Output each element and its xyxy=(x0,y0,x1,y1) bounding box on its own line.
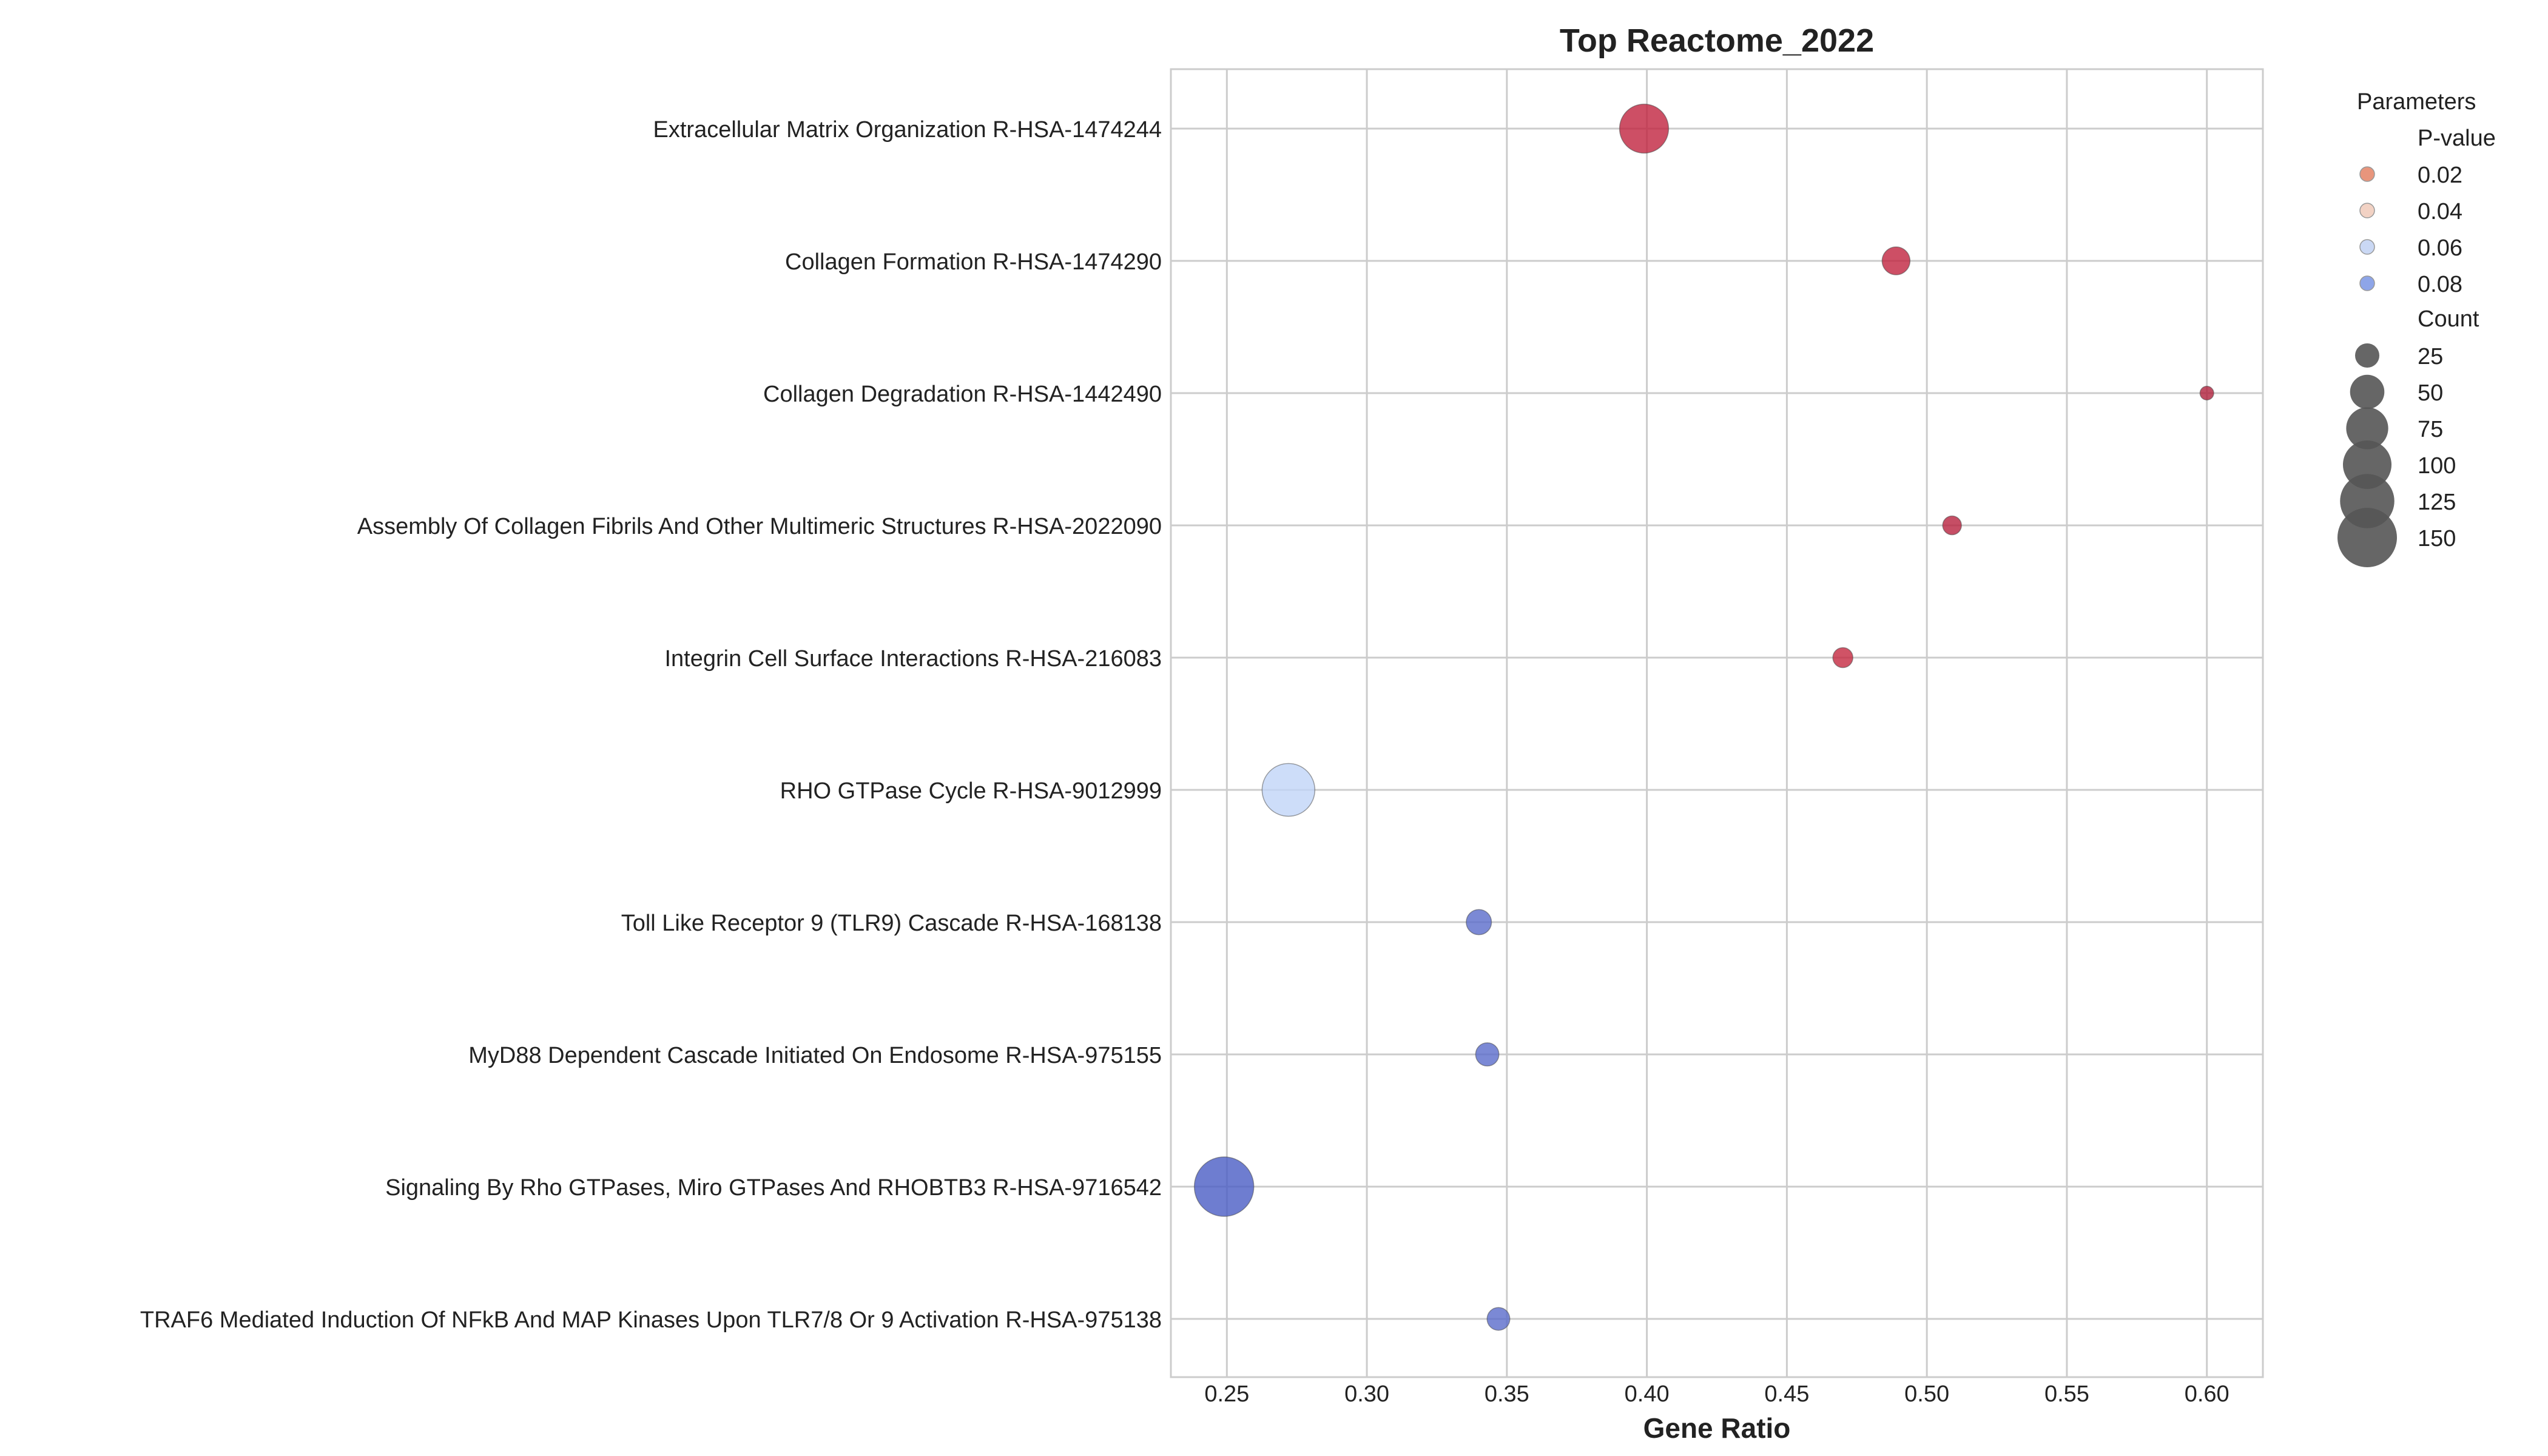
legend-size-marker xyxy=(2337,508,2397,567)
data-points xyxy=(1193,103,2214,1331)
legend: Parameters P-value 0.02 0.04 0.06 0.08 Coun… xyxy=(2337,89,2496,567)
x-tick-label: 0.40 xyxy=(1625,1381,1670,1407)
legend-size-marker xyxy=(2346,407,2388,450)
x-axis-label: Gene Ratio xyxy=(1643,1412,1791,1444)
legend-color-label: 0.08 xyxy=(2418,272,2462,297)
y-tick-label: TRAF6 Mediated Induction Of NFkB And MAP… xyxy=(140,1307,1162,1333)
legend-color-entries: 0.02 0.04 0.06 0.08 xyxy=(2359,163,2462,297)
data-point xyxy=(1619,103,1670,154)
legend-color-marker xyxy=(2359,203,2375,218)
x-tick-labels: 0.25 0.30 0.35 0.40 0.45 0.50 0.55 0.60 xyxy=(1204,1381,2229,1407)
y-tick-label: Integrin Cell Surface Interactions R-HSA… xyxy=(664,646,1162,672)
y-tick-label: Collagen Formation R-HSA-1474290 xyxy=(785,249,1162,275)
y-tick-label: Extracellular Matrix Organization R-HSA-… xyxy=(653,117,1162,143)
data-point xyxy=(1193,1156,1255,1217)
legend-size-label: 25 xyxy=(2418,344,2443,369)
x-tick-label: 0.35 xyxy=(1485,1381,1529,1407)
x-tick-label: 0.30 xyxy=(1344,1381,1389,1407)
grid-layer xyxy=(1171,69,2263,1377)
plot-frame xyxy=(1170,68,2264,1378)
data-point xyxy=(1881,246,1911,275)
legend-size-label: 50 xyxy=(2418,380,2443,406)
legend-color-label: 0.04 xyxy=(2418,199,2462,224)
data-point xyxy=(1832,647,1853,669)
y-tick-label: Collagen Degradation R-HSA-1442490 xyxy=(763,382,1162,407)
y-tick-label: Toll Like Receptor 9 (TLR9) Cascade R-HS… xyxy=(621,911,1162,936)
x-tick-label: 0.60 xyxy=(2185,1381,2230,1407)
data-point xyxy=(2199,385,2214,401)
data-point xyxy=(1486,1307,1511,1331)
legend-size-entries: 25 50 75 100 125 150 xyxy=(2337,343,2456,567)
legend-size-label: 125 xyxy=(2418,490,2456,515)
x-tick-label: 0.25 xyxy=(1204,1381,1249,1407)
y-tick-label: Assembly Of Collagen Fibrils And Other M… xyxy=(357,514,1162,539)
x-tick-label: 0.55 xyxy=(2044,1381,2089,1407)
legend-size-title: Count xyxy=(2418,306,2479,332)
legend-color-marker xyxy=(2359,166,2375,182)
legend-color-label: 0.02 xyxy=(2418,163,2462,188)
x-tick-label: 0.45 xyxy=(1764,1381,1809,1407)
data-point xyxy=(1466,909,1492,935)
y-tick-label: Signaling By Rho GTPases, Miro GTPases A… xyxy=(385,1175,1162,1201)
data-point xyxy=(1475,1042,1500,1067)
legend-color-marker xyxy=(2359,239,2375,255)
legend-size-label: 100 xyxy=(2418,453,2456,479)
chart-title: Top Reactome_2022 xyxy=(1560,22,1874,59)
x-tick-label: 0.50 xyxy=(1904,1381,1949,1407)
legend-size-label: 150 xyxy=(2418,526,2456,551)
y-tick-label: MyD88 Dependent Cascade Initiated On End… xyxy=(468,1043,1162,1068)
legend-color-label: 0.06 xyxy=(2418,235,2462,261)
legend-color-marker xyxy=(2359,275,2375,291)
y-tick-label: RHO GTPase Cycle R-HSA-9012999 xyxy=(780,778,1162,804)
legend-size-marker xyxy=(2350,374,2385,410)
legend-size-label: 75 xyxy=(2418,417,2443,442)
data-point xyxy=(1942,515,1962,536)
y-tick-labels: Extracellular Matrix Organization R-HSA-… xyxy=(140,117,1162,1333)
legend-color-title: P-value xyxy=(2418,126,2496,151)
legend-title: Parameters xyxy=(2357,89,2476,115)
data-point xyxy=(1261,763,1316,817)
legend-size-marker xyxy=(2354,343,2380,368)
